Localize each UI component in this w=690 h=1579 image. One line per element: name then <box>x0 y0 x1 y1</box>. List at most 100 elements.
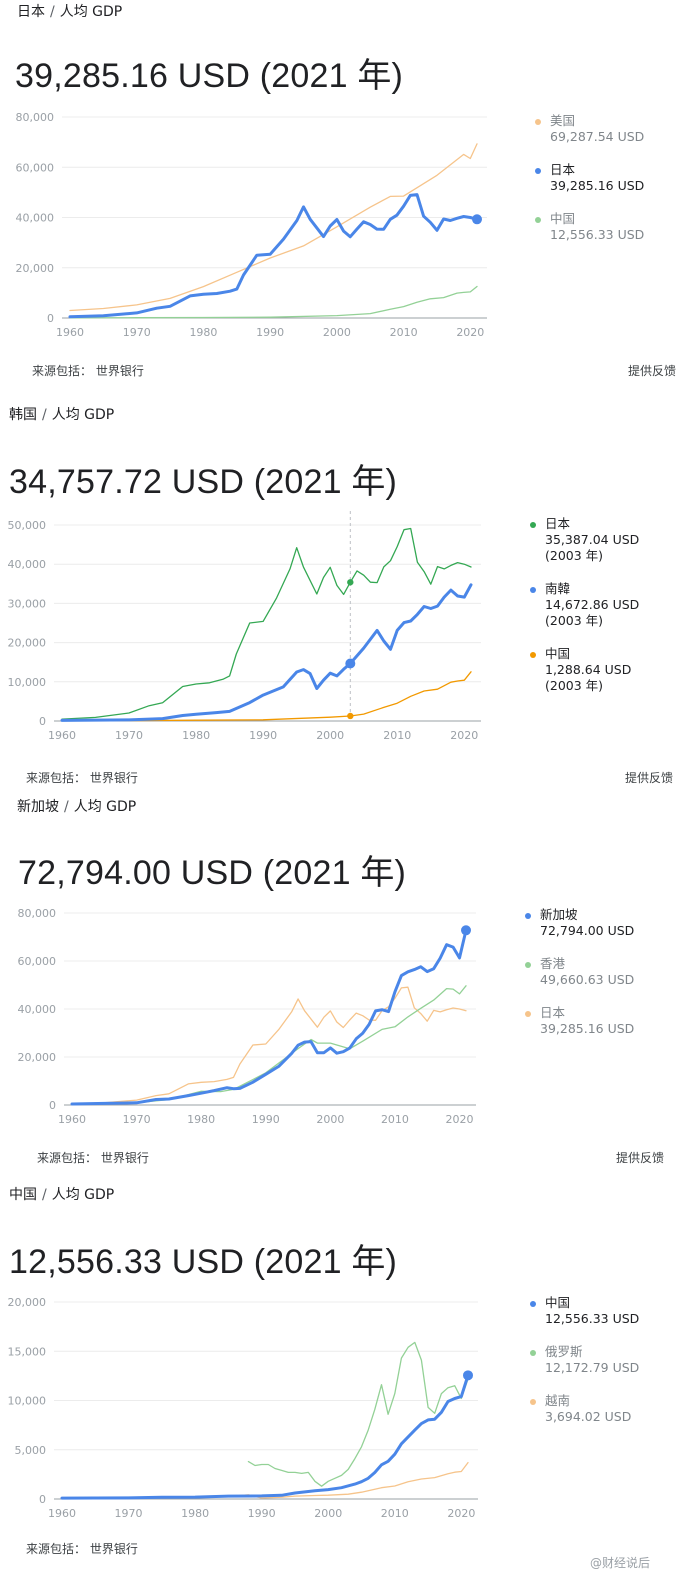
legend-series-value: 35,387.04 USD (2003 年) <box>545 532 640 563</box>
series-line[interactable] <box>68 193 479 319</box>
legend-series-name: 中国 <box>545 646 571 661</box>
line-chart[interactable]: 0 20,000 40,000 60,000 80,000 1960 1970 1980 199… <box>0 792 500 1137</box>
series-line[interactable] <box>61 671 472 722</box>
x-tick-label: 2010 <box>381 1507 409 1520</box>
breadcrumb-metric: 人均 GDP <box>73 799 137 815</box>
legend-item[interactable]: 中国 12,556.33 USD <box>535 211 690 243</box>
series-line[interactable] <box>71 985 467 1105</box>
line-chart[interactable]: 0 20,000 40,000 60,000 80,000 1960 1970 1980 199… <box>0 0 500 345</box>
line-chart[interactable]: 0 10,000 20,000 30,000 40,000 50,000 1960 1970 1… <box>0 392 500 752</box>
legend-series-name: 日本 <box>550 162 576 177</box>
series-end-point[interactable] <box>472 214 482 225</box>
breadcrumb: 新加坡 / 人均 GDP <box>17 796 136 816</box>
x-tick-label: 1960 <box>58 1113 86 1126</box>
y-tick-label: 0 <box>39 1493 46 1506</box>
breadcrumb-country[interactable]: 日本 <box>17 4 45 20</box>
breadcrumb-country[interactable]: 中国 <box>9 1187 37 1203</box>
x-tick-label: 1960 <box>48 1507 76 1520</box>
legend-item[interactable]: 日本 35,387.04 USD (2003 年) <box>530 516 690 564</box>
x-tick-label: 1990 <box>248 1507 276 1520</box>
x-tick-label: 1980 <box>189 326 217 339</box>
y-tick-label: 80,000 <box>18 907 57 920</box>
legend-dot-icon <box>530 1350 536 1356</box>
headline-value: 34,757.72 USD (2021 年) <box>9 463 398 501</box>
series-line[interactable] <box>69 143 478 312</box>
legend-dot-icon <box>530 652 536 658</box>
legend-dot-icon <box>525 1011 531 1017</box>
x-tick-label: 1970 <box>115 729 143 742</box>
legend-item[interactable]: 日本 39,285.16 USD <box>535 162 690 194</box>
series-line[interactable] <box>71 986 467 1105</box>
feedback-link[interactable]: 提供反馈 <box>628 364 677 378</box>
y-tick-label: 0 <box>39 715 46 728</box>
panel-china: 中国 / 人均 GDP 12,556.33 USD (2021 年) 0 5,000 1… <box>0 1182 690 1579</box>
legend-series-value: 12,556.33 USD <box>545 1311 640 1326</box>
y-tick-label: 20,000 <box>16 262 55 275</box>
source-note: 来源包括： 世界银行 <box>32 364 144 378</box>
series-end-point[interactable] <box>463 1370 473 1381</box>
legend-item[interactable]: 俄罗斯 12,172.79 USD <box>530 1344 690 1376</box>
legend-series-name: 俄罗斯 <box>545 1344 583 1359</box>
legend-series-name: 南韓 <box>545 581 571 596</box>
breadcrumb-separator: / <box>50 4 55 20</box>
x-tick-label: 1980 <box>187 1113 215 1126</box>
series-line[interactable] <box>60 1373 470 1500</box>
legend-dot-icon <box>530 1301 536 1307</box>
legend-item[interactable]: 南韓 14,672.86 USD (2003 年) <box>530 581 690 629</box>
feedback-link[interactable]: 提供反馈 <box>625 771 674 785</box>
series-line[interactable] <box>70 928 468 1106</box>
legend-series-value: 49,660.63 USD <box>540 972 635 987</box>
series-line[interactable] <box>227 1461 469 1499</box>
x-tick-label: 2020 <box>447 1507 475 1520</box>
breadcrumb-metric: 人均 GDP <box>59 4 123 20</box>
line-chart[interactable]: 0 5,000 10,000 15,000 20,000 1960 1970 1980 1990… <box>0 1182 500 1532</box>
breadcrumb: 中国 / 人均 GDP <box>9 1184 114 1204</box>
x-tick-label: 1980 <box>182 729 210 742</box>
breadcrumb: 韩国 / 人均 GDP <box>9 404 114 424</box>
legend-dot-icon <box>530 587 536 593</box>
series-line[interactable] <box>247 1341 469 1487</box>
breadcrumb-country[interactable]: 新加坡 <box>17 799 59 815</box>
series-hover-point[interactable] <box>345 658 356 669</box>
source-note: 来源包括： 世界银行 <box>37 1151 149 1165</box>
x-tick-label: 1990 <box>256 326 284 339</box>
series-line[interactable] <box>69 285 478 319</box>
legend-series-value: 39,285.16 USD <box>550 178 645 193</box>
breadcrumb-country[interactable]: 韩国 <box>9 407 37 423</box>
x-tick-label: 1960 <box>56 326 84 339</box>
panel-singapore: 新加坡 / 人均 GDP 72,794.00 USD (2021 年) 0 20,00… <box>0 792 690 1182</box>
x-tick-label: 2020 <box>456 326 484 339</box>
legend-series-value: 69,287.54 USD <box>550 129 645 144</box>
breadcrumb-separator: / <box>42 407 47 423</box>
watermark: @财经说后 <box>589 1556 650 1570</box>
y-tick-label: 40,000 <box>16 212 55 225</box>
series-hover-point[interactable] <box>347 579 354 586</box>
legend-series-value: 12,556.33 USD <box>550 227 645 242</box>
legend-item[interactable]: 日本 39,285.16 USD <box>525 1005 685 1037</box>
breadcrumb-separator: / <box>64 799 69 815</box>
legend-item[interactable]: 香港 49,660.63 USD <box>525 956 685 988</box>
series-line[interactable] <box>61 527 472 720</box>
headline-value: 12,556.33 USD (2021 年) <box>9 1243 398 1281</box>
legend-item[interactable]: 美国 69,287.54 USD <box>535 113 690 145</box>
series-hover-point[interactable] <box>347 712 354 720</box>
breadcrumb-metric: 人均 GDP <box>51 407 115 423</box>
feedback-link[interactable]: 提供反馈 <box>616 1151 665 1165</box>
x-tick-label: 2000 <box>323 326 351 339</box>
legend-item[interactable]: 新加坡 72,794.00 USD <box>525 907 685 939</box>
legend-item[interactable]: 中国 12,556.33 USD <box>530 1295 690 1327</box>
series-line[interactable] <box>60 583 473 722</box>
legend-series-name: 新加坡 <box>540 907 578 922</box>
legend-series-name: 中国 <box>550 211 576 226</box>
legend-item[interactable]: 中国 1,288.64 USD (2003 年) <box>530 646 690 694</box>
legend-series-name: 日本 <box>540 1005 566 1020</box>
source-note: 来源包括： 世界银行 <box>26 1542 138 1556</box>
series-end-point[interactable] <box>461 925 471 936</box>
legend-item[interactable]: 越南 3,694.02 USD <box>530 1393 690 1425</box>
y-tick-label: 80,000 <box>16 111 55 124</box>
x-tick-label: 2000 <box>316 729 344 742</box>
x-tick-label: 2020 <box>450 729 478 742</box>
chart-legend: 日本 35,387.04 USD (2003 年) 南韓 14,672.86 USD … <box>530 516 690 711</box>
legend-series-name: 日本 <box>545 516 571 531</box>
y-tick-label: 20,000 <box>8 1296 47 1309</box>
